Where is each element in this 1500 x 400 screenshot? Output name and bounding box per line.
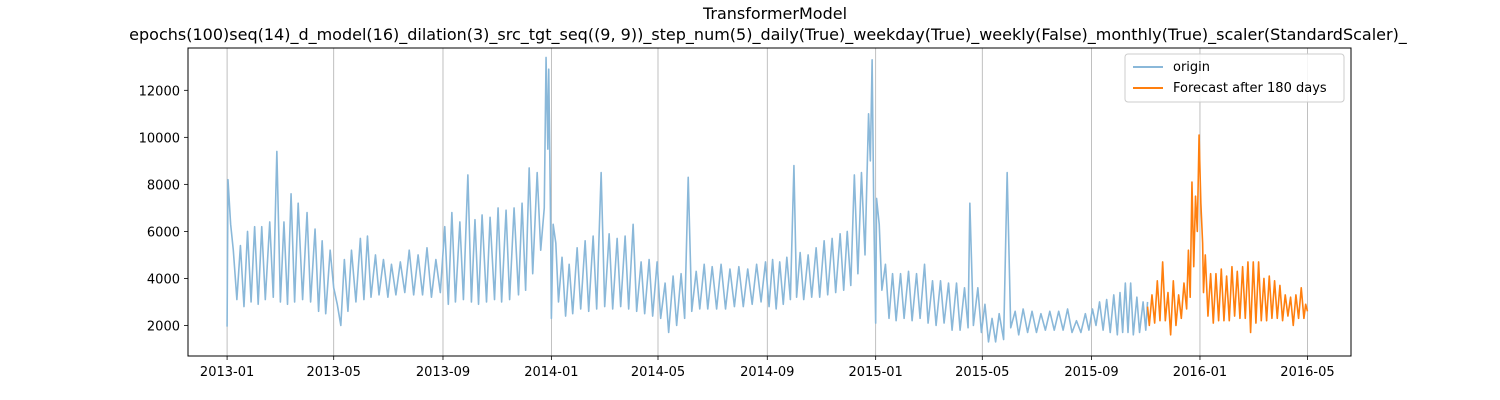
x-tick-label: 2013-01: [200, 365, 254, 380]
x-tick-label: 2015-09: [1064, 365, 1118, 380]
series-line-forecast: [1146, 134, 1309, 336]
series-lines: [226, 56, 1309, 343]
x-tick-label: 2016-01: [1173, 365, 1227, 380]
chart-subtitle: epochs(100)seq(14)_d_model(16)_dilation(…: [129, 25, 1408, 45]
chart-title: TransformerModel: [702, 4, 847, 23]
y-tick-label: 10000: [139, 131, 180, 146]
legend: origin Forecast after 180 days: [1124, 53, 1345, 103]
x-tick-label: 2014-01: [524, 365, 578, 380]
legend-label-forecast: Forecast after 180 days: [1173, 81, 1327, 96]
y-axis: 2000 4000 6000 8000 10000 12000: [139, 84, 188, 334]
plot-area-frame: [187, 47, 1352, 357]
x-axis: 2013-01 2013-05 2013-09 2014-01 2014-05 2014-…: [200, 356, 1335, 380]
x-tick-label: 2016-05: [1280, 365, 1334, 380]
legend-label-origin: origin: [1173, 60, 1210, 75]
y-tick-label: 2000: [147, 319, 180, 334]
y-tick-label: 12000: [139, 84, 180, 99]
y-tick-label: 4000: [147, 272, 180, 287]
x-tick-label: 2014-05: [631, 365, 685, 380]
x-tick-label: 2013-09: [416, 365, 470, 380]
legend-box: [1124, 53, 1345, 103]
x-tick-label: 2014-09: [740, 365, 794, 380]
y-tick-label: 8000: [147, 178, 180, 193]
x-tick-label: 2013-05: [307, 365, 361, 380]
y-tick-label: 6000: [147, 225, 180, 240]
series-line-origin: [226, 56, 1149, 343]
x-tick-label: 2015-05: [955, 365, 1009, 380]
x-tick-label: 2015-01: [849, 365, 903, 380]
